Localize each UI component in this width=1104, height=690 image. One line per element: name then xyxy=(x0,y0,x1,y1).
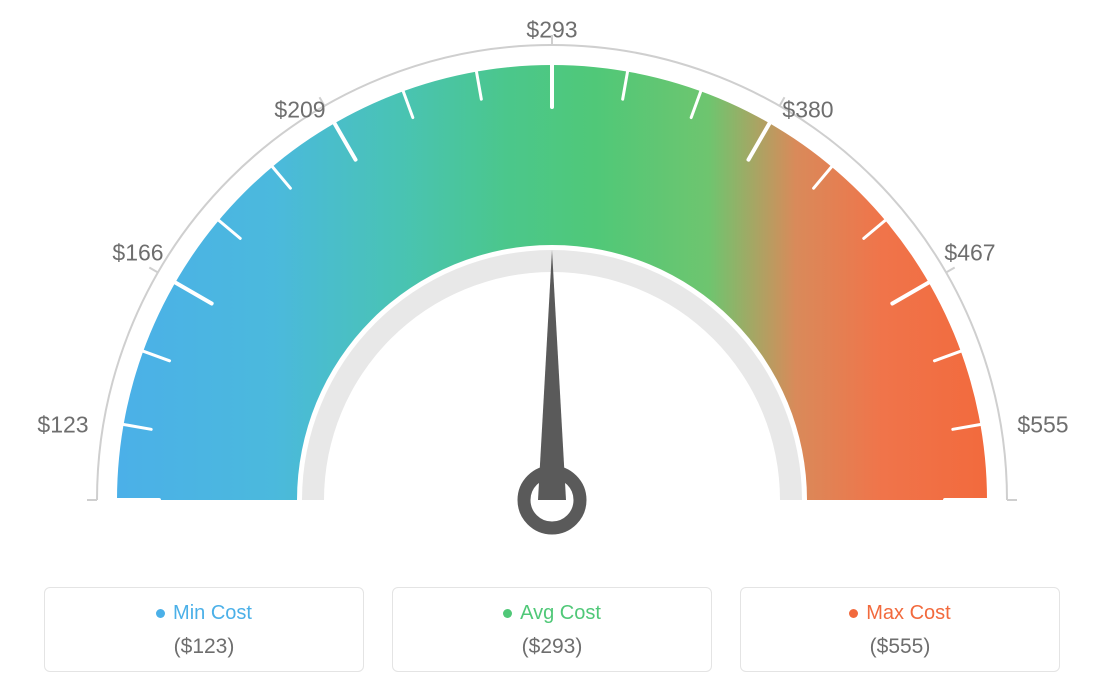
gauge-tick-label: $209 xyxy=(274,97,325,124)
legend-row: Min Cost ($123) Avg Cost ($293) Max Cost… xyxy=(0,587,1104,672)
dot-icon xyxy=(156,609,165,618)
legend-card-max: Max Cost ($555) xyxy=(740,587,1060,672)
dot-icon xyxy=(503,609,512,618)
gauge-svg xyxy=(0,0,1104,560)
legend-title-avg: Avg Cost xyxy=(503,602,601,625)
gauge-tick-label: $293 xyxy=(526,17,577,44)
legend-label: Min Cost xyxy=(173,602,252,625)
legend-value: ($293) xyxy=(393,635,711,659)
gauge-tick-label: $467 xyxy=(944,240,995,267)
cost-gauge: $123 $166 $209 $293 $380 $467 $555 xyxy=(0,0,1104,560)
legend-title-min: Min Cost xyxy=(156,602,252,625)
legend-card-min: Min Cost ($123) xyxy=(44,587,364,672)
legend-label: Avg Cost xyxy=(520,602,601,625)
legend-value: ($123) xyxy=(45,635,363,659)
legend-title-max: Max Cost xyxy=(849,602,950,625)
gauge-tick-label: $380 xyxy=(782,97,833,124)
legend-value: ($555) xyxy=(741,635,1059,659)
dot-icon xyxy=(849,609,858,618)
gauge-tick-label: $555 xyxy=(1017,412,1068,439)
legend-card-avg: Avg Cost ($293) xyxy=(392,587,712,672)
legend-label: Max Cost xyxy=(866,602,950,625)
gauge-tick-label: $166 xyxy=(112,240,163,267)
gauge-tick-label: $123 xyxy=(37,412,88,439)
